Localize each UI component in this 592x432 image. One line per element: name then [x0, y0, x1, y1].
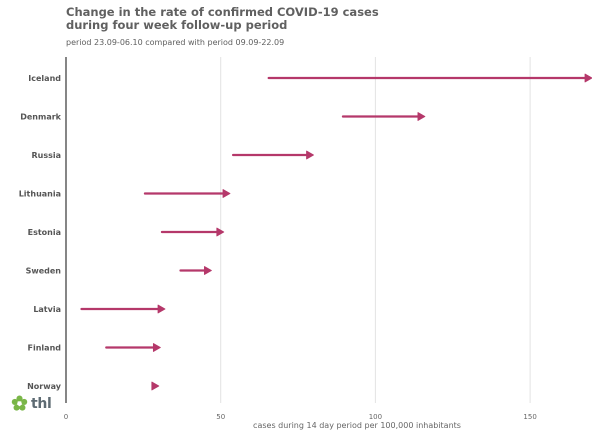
logo-text: thl — [31, 395, 52, 412]
category-label: Sweden — [26, 267, 62, 276]
change-arrowhead — [584, 73, 592, 83]
category-label: Russia — [31, 151, 61, 160]
x-tick-label: 100 — [369, 413, 382, 421]
x-tick-label: 150 — [523, 413, 536, 421]
change-arrowhead — [151, 381, 160, 391]
category-label: Finland — [28, 344, 62, 353]
flower-icon — [11, 395, 28, 411]
category-label: Norway — [27, 382, 62, 391]
chart-title-line-2: during four week follow-up period — [66, 18, 288, 32]
chart-subtitle: period 23.09-06.10 compared with period … — [66, 38, 285, 47]
category-label: Iceland — [28, 74, 61, 83]
category-label: Latvia — [33, 305, 61, 314]
change-arrowhead — [222, 189, 231, 198]
thl-logo: thl — [11, 395, 52, 412]
category-label: Denmark — [20, 113, 61, 122]
change-arrowhead — [306, 150, 314, 160]
category-label: Estonia — [28, 228, 61, 237]
change-arrowhead — [417, 112, 426, 121]
category-label: Lithuania — [19, 190, 61, 199]
chart-title-line-1: Change in the rate of confirmed COVID-19… — [66, 5, 379, 19]
change-arrowhead — [157, 304, 166, 314]
x-tick-label: 0 — [64, 413, 68, 421]
x-tick-label: 50 — [216, 413, 225, 421]
chart-title: Change in the rate of confirmed COVID-19… — [66, 6, 526, 32]
x-axis-label: cases during 14 day period per 100,000 i… — [253, 421, 461, 430]
change-arrowhead — [152, 343, 161, 352]
change-arrowhead — [204, 266, 212, 275]
change-arrowhead — [216, 227, 225, 237]
